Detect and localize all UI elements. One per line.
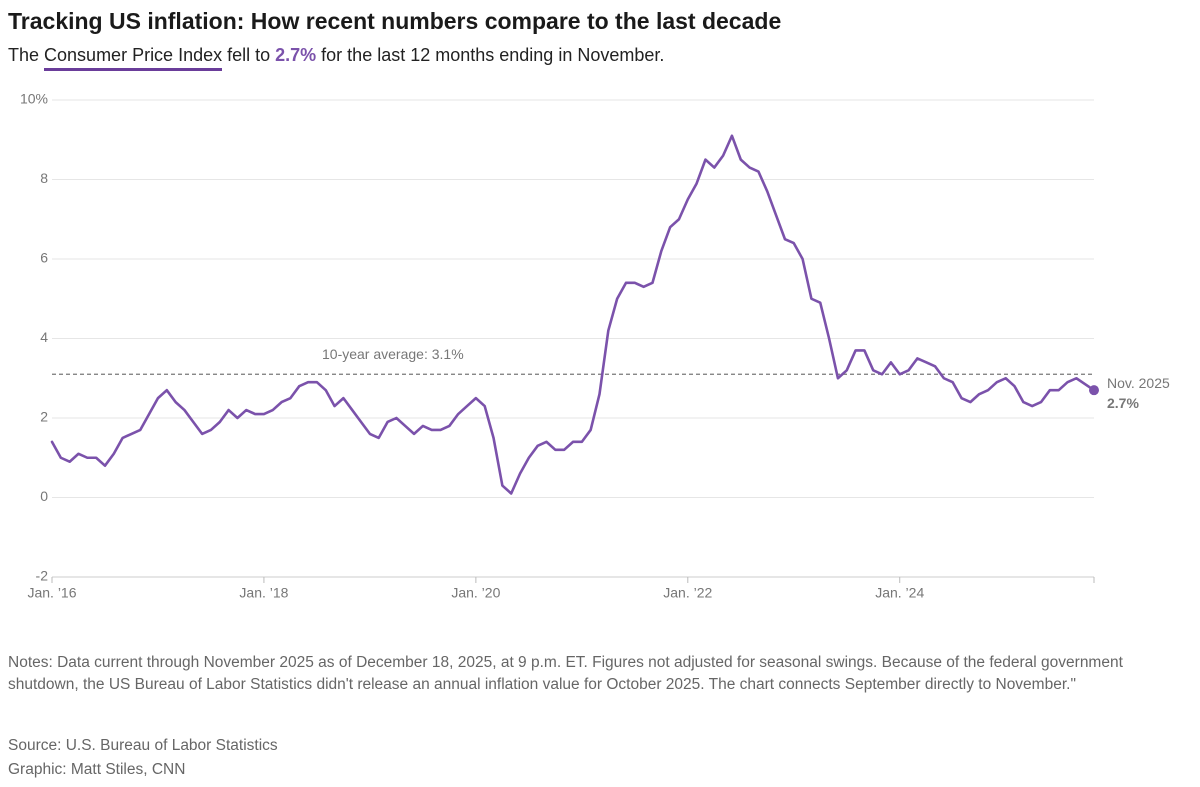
- x-tick-label: Jan. ’22: [663, 585, 712, 601]
- subtitle-link[interactable]: Consumer Price Index: [44, 45, 223, 71]
- cpi-line: [50, 134, 1096, 495]
- x-tick-label: Jan. ’24: [875, 585, 924, 601]
- notes: Notes: Data current through November 202…: [8, 654, 1123, 693]
- subtitle-text: fell to: [222, 45, 276, 65]
- y-tick-label: 2: [40, 409, 48, 425]
- subtitle-value: 2.7%: [275, 45, 317, 65]
- subtitle-text: The: [8, 45, 45, 65]
- x-tick-label: Jan. ’18: [239, 585, 288, 601]
- x-tick-label: Jan. ’16: [27, 585, 76, 601]
- y-tick-label: 6: [40, 250, 48, 266]
- y-tick-label: 8: [40, 170, 48, 186]
- end-point: [1089, 385, 1099, 396]
- average-label: 10-year average: 3.1%: [322, 346, 464, 362]
- y-tick-label: 0: [40, 488, 48, 504]
- x-tick-label: Jan. ’20: [451, 585, 500, 601]
- subtitle-text: for the last 12 months ending in Novembe…: [316, 45, 665, 65]
- subtitle: The Consumer Price Index fell to 2.7% fo…: [8, 45, 665, 71]
- end-value: 2.7%: [1107, 395, 1139, 411]
- y-tick-label: -2: [36, 568, 49, 584]
- credit: Graphic: Matt Stiles, CNN: [8, 761, 186, 778]
- chart: -2 0 2 4 6 8 10% Jan. ’16 Jan. ’18 Jan. ’20 Jan. ’…: [20, 91, 1170, 601]
- title: Tracking US inflation: How recent number…: [8, 8, 782, 34]
- y-tick-label: 10%: [20, 91, 48, 107]
- source: Source: U.S. Bureau of Labor Statistics: [8, 737, 278, 754]
- end-label: Nov. 2025: [1107, 375, 1170, 391]
- y-tick-label: 4: [40, 329, 48, 345]
